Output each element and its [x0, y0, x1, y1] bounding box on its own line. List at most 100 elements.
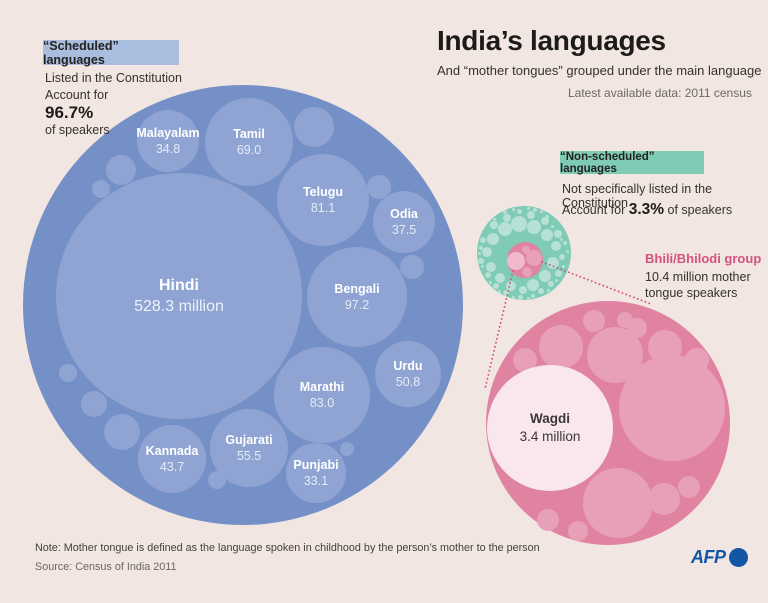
bubble-language-value: 83.0 — [309, 396, 335, 410]
minor-bubble — [503, 214, 511, 222]
minor-bubble — [627, 318, 647, 338]
bubble-hindi: Hindi 528.3 million — [56, 173, 302, 419]
minor-bubble — [547, 257, 559, 269]
bubble-language-value: 97.2 — [344, 298, 370, 312]
bubble-language-name: Gujarati — [225, 433, 273, 447]
minor-bubble — [367, 175, 391, 199]
scheduled-share: Account for 96.7% of speakers — [45, 88, 110, 138]
bubble-language-value: 33.1 — [303, 474, 329, 488]
scheduled-share-prefix: Account for — [45, 88, 109, 102]
minor-bubble — [106, 155, 136, 185]
bubble-odia: Odia 37.5 — [373, 191, 435, 253]
bubble-language-name: Malayalam — [136, 126, 200, 140]
scheduled-share-suffix: of speakers — [45, 123, 110, 137]
bubble-label: Odia 37.5 — [390, 206, 418, 238]
bubble-urdu: Urdu 50.8 — [375, 341, 441, 407]
bubble-language-name: Urdu — [393, 359, 423, 373]
minor-bubble — [522, 246, 530, 254]
bubble-language-value: 34.8 — [155, 142, 181, 156]
bubble-label: Malayalam 34.8 — [136, 125, 199, 157]
minor-bubble — [554, 278, 558, 282]
minor-bubble — [519, 286, 527, 294]
bubble-language-name: Odia — [390, 207, 418, 221]
minor-bubble — [551, 241, 561, 251]
minor-bubble — [522, 267, 532, 277]
minor-bubble — [527, 220, 541, 234]
bubble-label: Urdu 50.8 — [393, 358, 422, 390]
minor-bubble — [527, 279, 539, 291]
minor-bubble — [488, 280, 492, 284]
bubble-language-value: 69.0 — [236, 143, 262, 157]
minor-bubble — [583, 468, 653, 538]
minor-bubble — [539, 325, 583, 369]
bubble-label: Wagdi 3.4 million — [520, 410, 581, 446]
minor-bubble — [492, 217, 496, 221]
minor-bubble — [495, 273, 505, 283]
minor-bubble — [550, 224, 554, 228]
minor-bubble — [526, 206, 530, 210]
minor-bubble — [648, 330, 682, 364]
bubble-language-name: Marathi — [299, 380, 345, 394]
minor-bubble — [516, 208, 522, 214]
nonscheduled-description: Not specifically listed in the Constitut… — [562, 182, 713, 210]
afp-logo: AFP — [691, 547, 748, 568]
page-title: India’s languages — [437, 25, 666, 56]
minor-bubble — [294, 107, 334, 147]
bubble-language-name: Telugu — [302, 185, 344, 199]
bhili-group-detail-line2: tongue speakers — [645, 286, 738, 300]
minor-bubble — [480, 264, 484, 268]
minor-bubble — [545, 215, 549, 219]
minor-bubble — [548, 281, 554, 287]
minor-bubble — [554, 269, 562, 277]
bubble-telugu: Telugu 81.1 — [277, 154, 369, 246]
minor-bubble — [511, 207, 515, 211]
bhili-group-label: Bhili/Bhilodi group — [645, 251, 762, 266]
bubble-label: Hindi 528.3 million — [134, 275, 224, 317]
bubble-language-value: 55.5 — [236, 449, 262, 463]
minor-bubble — [527, 211, 535, 219]
minor-bubble — [486, 262, 496, 272]
scheduled-share-value: 96.7% — [45, 103, 94, 122]
minor-bubble — [477, 251, 481, 255]
minor-bubble — [539, 209, 543, 213]
minor-bubble — [685, 348, 709, 372]
minor-bubble — [563, 241, 567, 245]
bubble-language-name: Bengali — [334, 282, 380, 296]
minor-bubble — [480, 237, 486, 243]
afp-logo-text: AFP — [691, 547, 726, 567]
bubble-language-value: 37.5 — [391, 223, 417, 237]
minor-bubble — [81, 391, 107, 417]
bubble-label: Marathi 83.0 — [300, 379, 344, 411]
minor-bubble — [546, 288, 550, 292]
bubble-label: Gujarati 55.5 — [225, 432, 272, 464]
scheduled-languages-badge: “Scheduled” languages — [43, 39, 179, 67]
bubble-language-value: 81.1 — [310, 201, 336, 215]
minor-bubble — [485, 272, 491, 278]
minor-bubble — [583, 310, 605, 332]
bubble-marathi: Marathi 83.0 — [274, 347, 370, 443]
bubble-bengali: Bengali 97.2 — [307, 247, 407, 347]
minor-bubble — [490, 221, 498, 229]
bubble-language-value: 50.8 — [395, 375, 421, 389]
minor-bubble — [482, 247, 492, 257]
minor-bubble — [59, 364, 77, 382]
afp-logo-dot-icon — [728, 548, 748, 567]
minor-bubble — [561, 264, 565, 268]
minor-bubble — [511, 216, 527, 232]
bubble-language-value: 43.7 — [159, 460, 185, 474]
bubble-language-name: Kannada — [145, 444, 199, 458]
bhili-group-detail: 10.4 million mother tongue speakers — [645, 269, 751, 301]
bubble-label: Bengali 97.2 — [334, 281, 379, 313]
bubble-punjabi: Punjabi 33.1 — [286, 443, 346, 503]
scheduled-description: Listed in the Constitution — [45, 71, 182, 85]
minor-bubble — [340, 442, 354, 456]
bubble-wagdi: Wagdi 3.4 million — [487, 365, 613, 491]
minor-bubble — [568, 521, 588, 541]
nonscheduled-share-value: 3.3% — [628, 201, 665, 218]
minor-bubble — [497, 289, 501, 293]
minor-bubble — [400, 255, 424, 279]
census-note: Latest available data: 2011 census — [568, 86, 752, 100]
nonscheduled-languages-badge: “Non-scheduled” languages — [560, 151, 704, 175]
minor-bubble — [208, 471, 226, 489]
